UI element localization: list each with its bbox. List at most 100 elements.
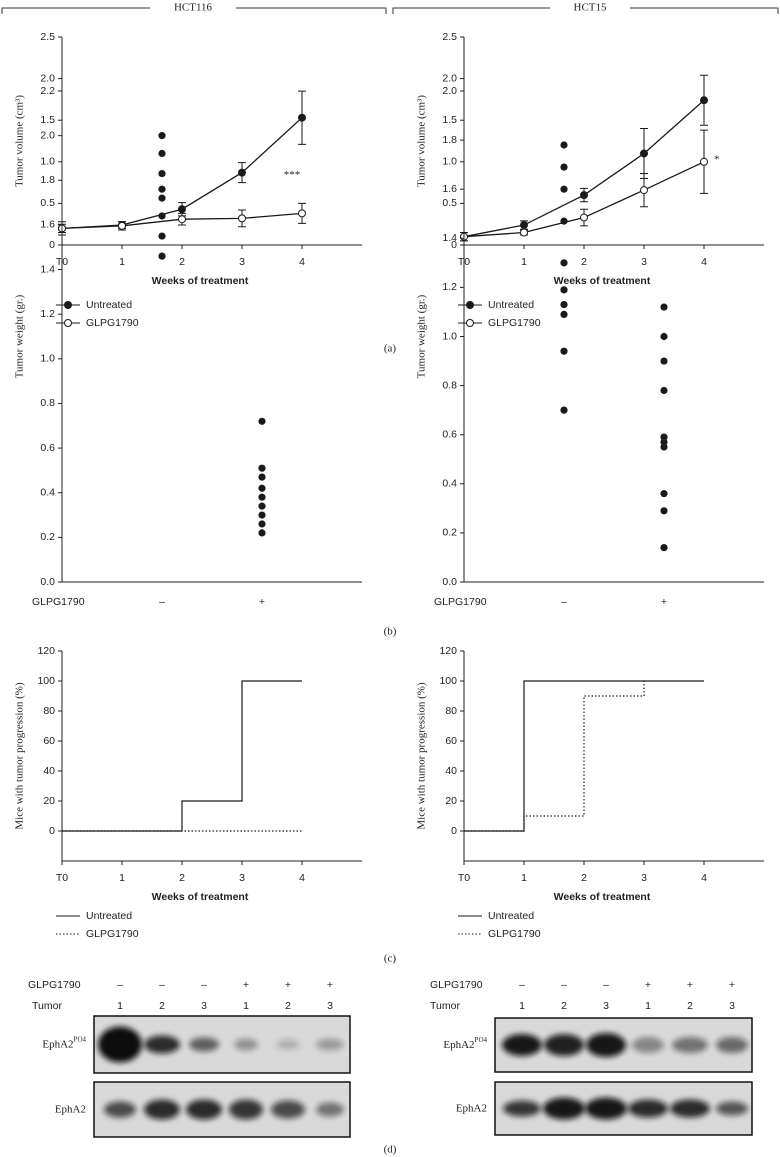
- treatment-sign: +: [243, 979, 249, 991]
- blot-frame: [494, 1017, 753, 1073]
- y-tick-label: 0.4: [40, 487, 55, 499]
- tumor-number: 3: [603, 1000, 609, 1012]
- point: [258, 473, 266, 481]
- band-name: EphA2: [456, 1102, 487, 1114]
- treatment-sign: –: [159, 979, 165, 991]
- x-axis-label: Weeks of treatment: [554, 891, 651, 903]
- band: [585, 1097, 627, 1120]
- legend-marker: [64, 319, 72, 327]
- band: [632, 1037, 664, 1053]
- point: [660, 544, 668, 552]
- point: [258, 502, 266, 510]
- band-label: EphA2: [456, 1102, 487, 1114]
- treatment-sign: –: [201, 979, 207, 991]
- x-axis-label: GLPG1790: [32, 596, 85, 608]
- y-tick-label: 80: [445, 705, 457, 717]
- legend-label: GLPG1790: [86, 317, 139, 329]
- y-tick-label: 2.0: [40, 72, 55, 84]
- x-axis-label: Weeks of treatment: [152, 275, 249, 287]
- header-bracket: [1, 7, 779, 14]
- x-tick-label: 1: [521, 256, 527, 268]
- y-tick-label: 1.0: [40, 156, 55, 168]
- band: [234, 1038, 258, 1051]
- series-line: [464, 680, 704, 832]
- tumor-number: 1: [117, 1000, 123, 1012]
- row-label: GLPG1790: [430, 979, 483, 991]
- y-tick-label: 0.8: [442, 379, 457, 391]
- tumor-number: 3: [201, 1000, 207, 1012]
- point: [660, 386, 668, 395]
- band: [628, 1099, 668, 1118]
- x-tick-label: 3: [641, 256, 647, 268]
- y-tick-label: 0.8: [40, 397, 55, 409]
- y-axis-label: Mice with tumor progression (%): [14, 682, 26, 830]
- x-tick-label: 1: [119, 256, 125, 268]
- blot-frame: [93, 1081, 351, 1138]
- legend-marker: [466, 301, 474, 309]
- series-line: [464, 681, 645, 832]
- band: [144, 1099, 180, 1120]
- x-tick-label: –: [159, 596, 165, 608]
- point: [158, 169, 166, 178]
- y-tick-label: 40: [43, 765, 55, 777]
- band: [672, 1037, 708, 1053]
- y-tick-label: 0.0: [40, 576, 55, 588]
- y-tick-label: 0: [451, 825, 457, 837]
- marker: [520, 221, 528, 230]
- marker: [700, 96, 708, 105]
- x-tick-label: +: [259, 596, 265, 608]
- y-tick-label: 20: [445, 795, 457, 807]
- y-tick-label: 20: [43, 795, 55, 807]
- point: [660, 332, 668, 341]
- point: [560, 300, 568, 309]
- point: [258, 484, 266, 492]
- y-tick-label: 0.6: [442, 428, 457, 440]
- panel-label: (d): [384, 1144, 397, 1156]
- point: [660, 357, 668, 365]
- point: [258, 464, 266, 472]
- marker: [178, 215, 186, 224]
- point: [560, 406, 568, 414]
- y-tick-label: 120: [37, 645, 55, 657]
- point: [158, 194, 166, 202]
- header: HCT15: [574, 2, 608, 14]
- y-tick-label: 1.2: [442, 281, 457, 293]
- treatment-sign: +: [645, 979, 651, 991]
- band: [716, 1101, 748, 1116]
- treatment-sign: +: [327, 979, 333, 991]
- treatment-sign: –: [603, 979, 609, 991]
- treatment-sign: +: [285, 979, 291, 991]
- x-tick-label: 3: [641, 872, 647, 884]
- point: [258, 511, 266, 519]
- marker: [640, 186, 648, 195]
- x-axis-label: GLPG1790: [434, 596, 487, 608]
- x-axis-label: Weeks of treatment: [152, 891, 249, 903]
- treatment-sign: –: [561, 979, 567, 991]
- point: [158, 132, 166, 140]
- y-tick-label: 100: [439, 675, 457, 687]
- annotation: ***: [284, 169, 301, 181]
- band: [229, 1099, 263, 1120]
- point: [560, 259, 568, 267]
- y-tick-label: 1.6: [442, 183, 457, 195]
- band: [544, 1034, 584, 1056]
- marker: [640, 149, 648, 158]
- blot-frame: [93, 1015, 351, 1074]
- marker: [298, 209, 306, 218]
- y-tick-label: 0.6: [40, 442, 55, 454]
- y-tick-label: 2.0: [40, 129, 55, 141]
- blot-frame: [494, 1081, 753, 1136]
- point: [258, 417, 266, 425]
- header: HCT116: [174, 2, 213, 14]
- band-label: EphA2PO4: [443, 1036, 487, 1051]
- band: [586, 1033, 626, 1057]
- point: [258, 529, 266, 537]
- y-tick-label: 60: [445, 735, 457, 747]
- marker: [520, 228, 528, 237]
- band: [670, 1099, 710, 1118]
- y-tick-label: 0: [49, 239, 55, 251]
- y-tick-label: 1.6: [40, 219, 55, 231]
- y-tick-label: 1.8: [442, 134, 457, 146]
- y-tick-label: 60: [43, 735, 55, 747]
